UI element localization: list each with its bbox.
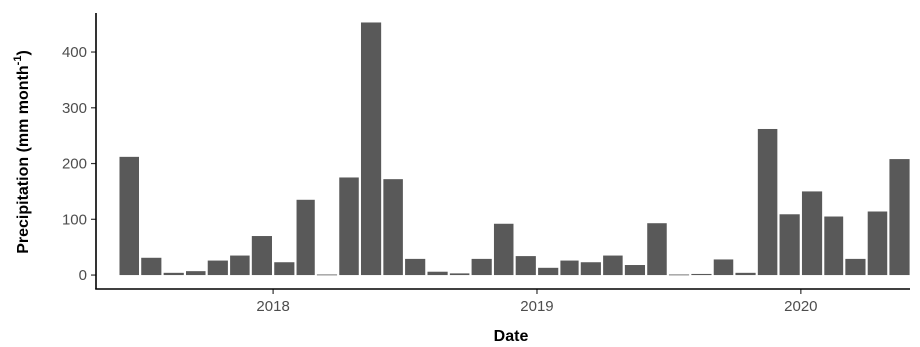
bar-2017-10 — [207, 260, 228, 276]
bar-2019-09 — [713, 259, 734, 276]
x-tick-label: 2020 — [784, 298, 817, 315]
y-tick-label: 400 — [62, 44, 87, 61]
bar-2018-10 — [471, 258, 492, 276]
y-axis-title-main: Precipitation (mm month — [15, 65, 32, 253]
y-tick-label: 200 — [62, 156, 87, 173]
bar-2018-06 — [383, 179, 403, 276]
bar-2017-11 — [230, 255, 250, 276]
bar-2019-05 — [624, 265, 646, 276]
bar-2018-08 — [427, 271, 448, 276]
bar-2020-03 — [845, 258, 866, 276]
bar-2019-12 — [779, 214, 800, 276]
bar-2018-09 — [449, 273, 470, 276]
bar-2018-05 — [360, 22, 382, 276]
bar-2019-01 — [538, 267, 559, 276]
bar-2019-04 — [603, 255, 623, 276]
bar-2017-12 — [251, 236, 272, 276]
y-tick-label: 300 — [62, 100, 87, 117]
bar-2019-02 — [560, 260, 579, 276]
bar-2019-08 — [691, 273, 712, 276]
bar-2018-04 — [339, 177, 359, 276]
y-axis-title-suffix: ) — [15, 50, 32, 55]
bar-2019-06 — [647, 223, 667, 276]
x-axis-ticks: 2018 2019 2020 — [256, 289, 818, 315]
bar-2017-06 — [119, 156, 140, 276]
bars-group — [119, 22, 910, 276]
y-axis-ticks: 0 100 200 300 400 — [62, 44, 96, 284]
bar-2020-02 — [824, 216, 844, 276]
bar-2017-07 — [141, 257, 162, 276]
bar-2017-09 — [186, 271, 206, 276]
bar-2020-05 — [889, 159, 910, 276]
x-tick-label: 2019 — [520, 298, 553, 315]
bar-2018-12 — [515, 256, 536, 276]
y-axis-title: Precipitation (mm month-1) — [12, 50, 32, 254]
y-tick-label: 100 — [62, 211, 87, 228]
bar-2020-01 — [801, 191, 823, 276]
bar-2019-11 — [757, 128, 778, 276]
bar-2018-11 — [493, 223, 514, 276]
bar-2019-07 — [668, 274, 690, 276]
bar-2019-10 — [735, 272, 756, 276]
y-axis-title-superscript: -1 — [12, 56, 24, 66]
bar-2018-03 — [316, 274, 338, 276]
bar-2019-03 — [580, 262, 601, 276]
bar-2018-02 — [296, 199, 315, 276]
bar-2018-01 — [274, 262, 295, 276]
x-axis-title: Date — [494, 328, 529, 345]
y-tick-label: 0 — [79, 267, 87, 284]
x-tick-label: 2018 — [256, 298, 289, 315]
bar-2017-08 — [163, 272, 184, 276]
bar-2018-07 — [405, 258, 426, 276]
bar-2020-04 — [867, 211, 888, 276]
